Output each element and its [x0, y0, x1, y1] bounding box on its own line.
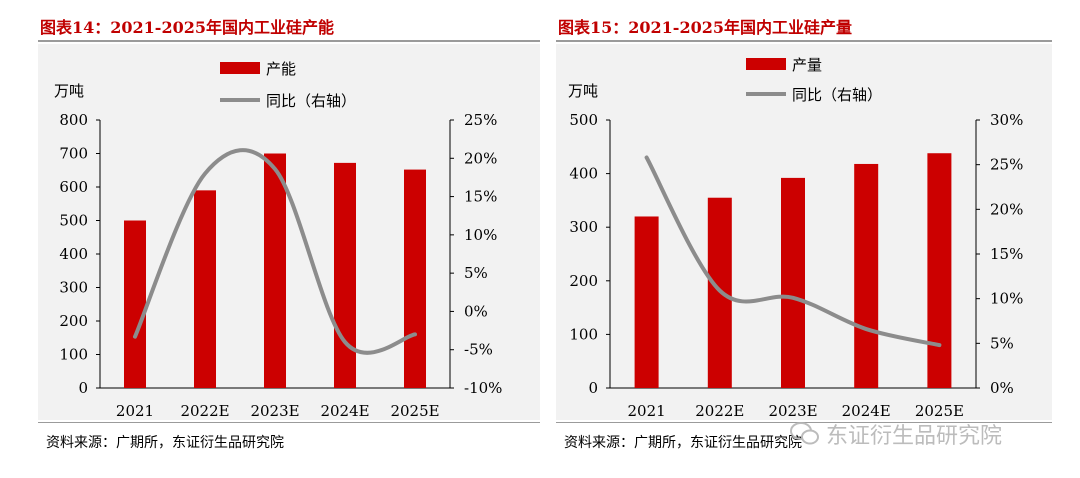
chart-title: 图表15：2021-2025年国内工业硅产量	[558, 18, 852, 37]
left-tick-label: 500	[569, 111, 598, 129]
left-axis-unit: 万吨	[54, 82, 84, 100]
right-tick-label: 30%	[990, 111, 1023, 129]
legend-swatch-bar	[220, 62, 260, 74]
right-tick-label: 15%	[990, 245, 1023, 263]
x-tick-label: 2022E	[695, 402, 744, 420]
left-tick-label: 700	[59, 145, 88, 163]
right-tick-label: 5%	[464, 264, 488, 282]
x-tick-label: 2021	[628, 402, 666, 420]
left-tick-label: 100	[569, 325, 598, 343]
right-tick-label: 10%	[464, 226, 497, 244]
bar-2023e	[264, 153, 286, 388]
left-tick-label: 100	[59, 346, 88, 364]
bar-2023e	[781, 177, 805, 388]
left-tick-label: 200	[569, 272, 598, 290]
legend-label-line: 同比（右轴）	[792, 86, 882, 104]
left-tick-label: 600	[59, 178, 88, 196]
legend-label-line: 同比（右轴）	[266, 92, 356, 110]
right-tick-label: 0%	[990, 379, 1014, 397]
plot-area: 0 100 200 300 400 500 0% 5% 10% 15% 20% 25% 30% 2021 2…	[556, 44, 1052, 420]
left-tick-label: 200	[59, 312, 88, 330]
watermark-text: 东证衍生品研究院	[826, 424, 1003, 449]
x-tick-label: 2023E	[250, 402, 299, 420]
title-rule	[556, 40, 1052, 42]
right-tick-label: 20%	[464, 149, 497, 167]
plot-area: 0 100 200 300 400 500 600 700 800 -10% -5% 0% 5% 10% 1…	[38, 44, 540, 420]
left-tick-label: 300	[569, 218, 598, 236]
x-tick-label: 2025E	[915, 402, 964, 420]
x-tick-label: 2024E	[842, 402, 891, 420]
bar-2022e	[194, 190, 216, 388]
right-tick-label: -10%	[464, 379, 502, 397]
left-tick-label: 400	[569, 165, 598, 183]
legend-swatch-bar	[746, 58, 786, 70]
chart-svg: 0 100 200 300 400 500 0% 5% 10% 15% 20% 25% 30% 2021 2…	[568, 56, 1023, 420]
left-tick-label: 0	[78, 379, 88, 397]
wechat-icon	[790, 422, 819, 445]
title-rule	[38, 40, 540, 42]
source-rule	[38, 422, 540, 423]
chart-title: 图表14：2021-2025年国内工业硅产能	[40, 18, 334, 37]
chart-svg: 0 100 200 300 400 500 600 700 800 -10% -5% 0% 5% 10% 1…	[54, 60, 502, 420]
legend-label-bar: 产量	[792, 56, 822, 74]
left-tick-label: 0	[588, 379, 598, 397]
right-tick-label: 10%	[990, 290, 1023, 308]
x-tick-label: 2025E	[390, 402, 439, 420]
right-tick-label: -5%	[464, 341, 493, 359]
bar-2024e	[854, 163, 879, 388]
left-tick-label: 300	[59, 279, 88, 297]
right-tick-label: 20%	[990, 200, 1023, 218]
bar-2025e	[927, 153, 952, 388]
left-tick-label: 800	[59, 111, 88, 129]
legend-label-bar: 产能	[266, 60, 296, 78]
x-tick-label: 2022E	[180, 402, 229, 420]
source-note: 资料来源：广期所，东证衍生品研究院	[564, 435, 802, 451]
watermark: 东证衍生品研究院	[790, 418, 1002, 450]
bar-2025e	[404, 169, 426, 388]
x-tick-label: 2024E	[320, 402, 369, 420]
yoy-growth-line	[133, 148, 417, 355]
yoy-growth-line	[644, 155, 942, 348]
left-axis-unit: 万吨	[568, 82, 598, 100]
bar-2021	[124, 220, 146, 388]
right-tick-label: 0%	[464, 302, 488, 320]
bar-2024e	[334, 162, 356, 388]
left-tick-label: 500	[59, 212, 88, 230]
bar-2021	[634, 216, 659, 388]
x-tick-label: 2021	[116, 402, 154, 420]
right-tick-label: 15%	[464, 188, 497, 206]
right-tick-label: 25%	[990, 156, 1023, 174]
right-tick-label: 5%	[990, 334, 1014, 352]
source-note: 资料来源：广期所，东证衍生品研究院	[46, 435, 284, 451]
x-tick-label: 2023E	[768, 402, 817, 420]
left-tick-label: 400	[59, 245, 88, 263]
right-tick-label: 25%	[464, 111, 497, 129]
